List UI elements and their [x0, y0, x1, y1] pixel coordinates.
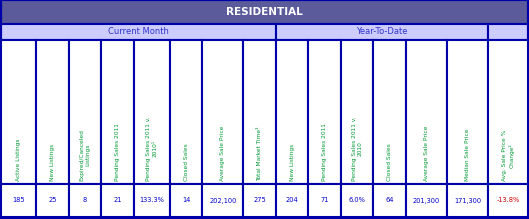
Text: New Listings: New Listings: [290, 144, 295, 181]
Text: Total Market Time³: Total Market Time³: [257, 127, 262, 181]
Text: New Listings: New Listings: [50, 144, 55, 181]
Text: Median Sale Price: Median Sale Price: [465, 129, 470, 181]
Bar: [203, 40, 243, 184]
Text: 133.3%: 133.3%: [139, 198, 165, 203]
Bar: [0, 40, 37, 184]
Text: Year-To-Date: Year-To-Date: [356, 28, 408, 37]
Bar: [101, 184, 134, 217]
Bar: [37, 40, 69, 184]
Text: Current Month: Current Month: [107, 28, 168, 37]
Text: Pending Sales 2011: Pending Sales 2011: [115, 123, 120, 181]
Bar: [447, 40, 488, 184]
Bar: [170, 184, 203, 217]
Text: 6.0%: 6.0%: [349, 198, 366, 203]
Text: RESIDENTIAL: RESIDENTIAL: [226, 7, 303, 17]
Bar: [373, 184, 406, 217]
Text: 64: 64: [385, 198, 394, 203]
Bar: [308, 40, 341, 184]
Text: 275: 275: [253, 198, 266, 203]
Text: Average Sale Price: Average Sale Price: [424, 126, 429, 181]
Bar: [308, 184, 341, 217]
Text: Pending Sales 2011 v.
2010: Pending Sales 2011 v. 2010: [352, 116, 362, 181]
Text: Closed Sales: Closed Sales: [387, 143, 392, 181]
Text: Average Sale Price: Average Sale Price: [221, 126, 225, 181]
Bar: [0, 184, 37, 217]
Bar: [406, 184, 447, 217]
Text: 185: 185: [12, 198, 24, 203]
Bar: [69, 184, 101, 217]
Bar: [488, 24, 528, 40]
Bar: [101, 40, 134, 184]
Bar: [1, 0, 528, 24]
Text: 201,300: 201,300: [413, 198, 440, 203]
Bar: [341, 184, 373, 217]
Bar: [37, 184, 69, 217]
Bar: [488, 40, 529, 184]
Text: 21: 21: [113, 198, 122, 203]
Text: Active Listings: Active Listings: [16, 138, 21, 181]
Bar: [243, 184, 276, 217]
Bar: [341, 40, 373, 184]
Bar: [488, 184, 529, 217]
Text: 14: 14: [182, 198, 190, 203]
Bar: [276, 184, 308, 217]
Text: 171,300: 171,300: [454, 198, 481, 203]
Text: -13.8%: -13.8%: [497, 198, 520, 203]
Text: 25: 25: [48, 198, 57, 203]
Bar: [1, 24, 276, 40]
Bar: [276, 24, 488, 40]
Bar: [243, 40, 276, 184]
Bar: [406, 40, 447, 184]
Bar: [447, 184, 488, 217]
Text: Avg. Sale Price %
Change²: Avg. Sale Price % Change²: [503, 130, 515, 181]
Bar: [203, 184, 243, 217]
Text: 202,100: 202,100: [209, 198, 236, 203]
Text: Expired/Canceled
Listings: Expired/Canceled Listings: [79, 129, 90, 181]
Bar: [134, 40, 170, 184]
Text: 71: 71: [321, 198, 329, 203]
Bar: [276, 40, 308, 184]
Text: 204: 204: [286, 198, 298, 203]
Bar: [69, 40, 101, 184]
Text: Pending Sales 2011 v.
2010¹: Pending Sales 2011 v. 2010¹: [147, 116, 157, 181]
Bar: [170, 40, 203, 184]
Text: Pending Sales 2011: Pending Sales 2011: [322, 123, 327, 181]
Bar: [134, 184, 170, 217]
Bar: [373, 40, 406, 184]
Text: Closed Sales: Closed Sales: [184, 143, 189, 181]
Text: 8: 8: [83, 198, 87, 203]
